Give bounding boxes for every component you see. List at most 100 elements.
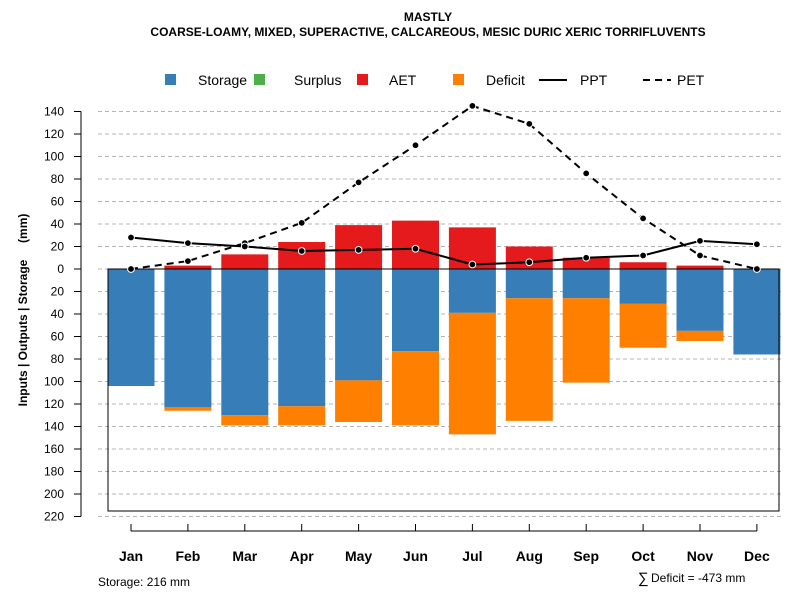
legend: Storage Surplus AET Deficit PPT PET [165, 72, 705, 88]
pet-point-jun [411, 141, 420, 150]
ppt-point-aug [525, 258, 534, 267]
storage-bar-aug [505, 269, 553, 299]
ppt-line [130, 236, 757, 266]
y-tick-label: 140 [44, 420, 64, 434]
x-tick-label-aug: Aug [516, 548, 543, 564]
y-tick-label: 120 [44, 127, 64, 141]
x-tick-label-mar: Mar [232, 548, 257, 564]
deficit-bar-sep [562, 298, 610, 383]
x-tick-label-jul: Jul [462, 548, 482, 564]
y-tick-label: 160 [44, 442, 64, 456]
legend-pet-label: PET [677, 72, 705, 88]
legend-surplus-swatch [254, 74, 265, 85]
y-tick-label: 100 [44, 375, 64, 389]
storage-bar-oct [619, 269, 667, 304]
aet-bar-apr [278, 242, 326, 269]
storage-bar-nov [676, 269, 724, 331]
legend-storage-swatch [165, 74, 176, 85]
pet-point-aug [525, 119, 534, 128]
y-tick-label: 0 [57, 262, 64, 276]
ppt-point-jan [127, 233, 135, 242]
pet-point-dec [753, 265, 761, 273]
aet-bar-oct [619, 262, 667, 269]
deficit-bar-aug [505, 298, 553, 421]
ppt-point-nov [696, 236, 704, 245]
legend-deficit-label: Deficit [486, 72, 525, 88]
deficit-bar-oct [619, 303, 667, 348]
x-tick-label-may: May [345, 548, 372, 564]
y-tick-label: 40 [51, 217, 65, 231]
storage-bar-may [335, 269, 383, 381]
storage-bar-jul [448, 269, 496, 313]
y-tick-label: 120 [44, 397, 64, 411]
storage-bar-jan [107, 269, 155, 386]
y-tick-label: 220 [44, 510, 64, 524]
pet-line [130, 104, 758, 270]
storage-total-label: Storage: 216 mm [98, 575, 190, 589]
y-tick-label: 20 [51, 240, 65, 254]
aet-bar-nov [676, 265, 724, 269]
pet-point-nov [696, 251, 704, 260]
ppt-point-may [354, 245, 363, 254]
legend-storage-label: Storage [198, 72, 247, 88]
ppt-point-feb [184, 239, 192, 248]
deficit-total-label: Deficit = -473 mm [651, 571, 745, 585]
deficit-bar-apr [278, 406, 326, 426]
chart-subtitle: COARSE-LOAMY, MIXED, SUPERACTIVE, CALCAR… [150, 25, 705, 39]
ppt-point-dec [753, 240, 761, 249]
x-tick-label-sep: Sep [573, 548, 599, 564]
y-tick-label: 20 [51, 285, 65, 299]
lines [127, 101, 761, 273]
ppt-point-apr [297, 247, 306, 255]
x-tick-label-apr: Apr [290, 548, 315, 564]
y-tick-label: 80 [51, 352, 65, 366]
y-tick-label: 60 [51, 195, 65, 209]
storage-bar-mar [221, 269, 269, 416]
y-tick-label: 100 [44, 150, 64, 164]
y-tick-label: 80 [51, 172, 65, 186]
y-axis: 1401201008060402002040608010012014016018… [44, 105, 82, 524]
gridlines [98, 111, 784, 517]
y-tick-label: 180 [44, 465, 64, 479]
legend-ppt-label: PPT [580, 72, 608, 88]
storage-bar-jun [392, 269, 439, 352]
aet-bar-mar [221, 254, 269, 269]
y-tick-label: 140 [44, 105, 64, 119]
x-tick-label-dec: Dec [744, 548, 770, 564]
x-tick-label-jan: Jan [119, 548, 143, 564]
deficit-bar-may [335, 380, 383, 422]
x-tick-label-feb: Feb [175, 548, 200, 564]
x-axis: Jan Feb Mar Apr May Jun Jul Aug Sep Oct Nov Dec [119, 524, 770, 564]
deficit-bar-mar [221, 415, 269, 426]
pet-point-may [354, 178, 363, 187]
deficit-bar-nov [676, 330, 724, 341]
legend-aet-swatch [357, 74, 368, 85]
storage-bar-feb [164, 269, 212, 408]
legend-deficit-swatch [453, 74, 464, 85]
y-tick-label: 60 [51, 330, 65, 344]
x-tick-label-nov: Nov [687, 548, 714, 564]
ppt-point-jun [411, 244, 420, 253]
bars [107, 220, 781, 435]
ppt-point-jul [468, 260, 477, 269]
y-tick-label: 40 [51, 307, 65, 321]
aet-bar-feb [164, 265, 212, 269]
y-axis-label: Inputs | Outputs | Storage (mm) [16, 214, 30, 407]
pet-point-jan [127, 265, 135, 273]
y-tick-label: 200 [44, 487, 64, 501]
storage-frame [107, 268, 780, 512]
deficit-bar-jul [448, 312, 496, 435]
storage-bar-apr [278, 269, 326, 407]
storage-bar-dec [733, 269, 781, 355]
aet-bar-sep [562, 257, 610, 269]
chart-title: MASTLY [404, 10, 452, 24]
ppt-point-mar [240, 242, 249, 251]
deficit-bar-feb [164, 407, 212, 411]
legend-aet-label: AET [389, 72, 417, 88]
ppt-point-oct [639, 251, 647, 260]
x-tick-label-oct: Oct [631, 548, 655, 564]
sigma-glyph: ∑ [638, 570, 649, 587]
pet-point-sep [582, 169, 591, 178]
x-tick-label-jun: Jun [403, 548, 428, 564]
